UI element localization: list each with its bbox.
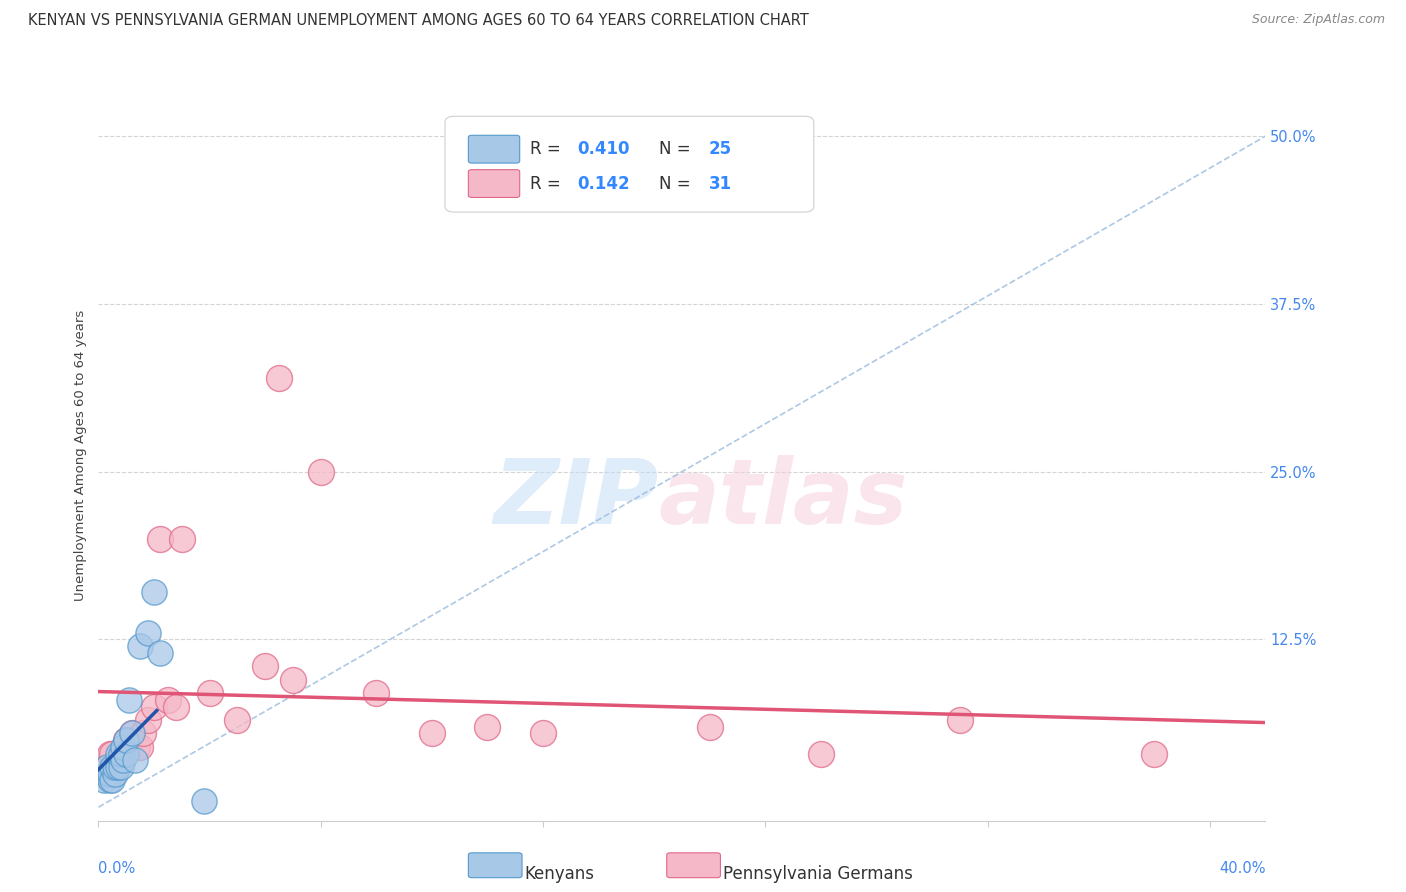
Point: [104, 766, 127, 780]
Point: [143, 699, 166, 714]
Point: [107, 747, 129, 761]
Point: [93, 773, 115, 788]
Point: [148, 646, 170, 660]
Text: 40.0%: 40.0%: [1219, 861, 1265, 876]
Text: R =: R =: [530, 140, 567, 158]
Text: 0.0%: 0.0%: [98, 861, 135, 876]
Point: [477, 720, 499, 734]
Point: [267, 370, 290, 384]
Point: [281, 673, 304, 687]
Point: [101, 747, 124, 761]
Point: [309, 465, 332, 479]
Point: [193, 793, 215, 807]
Point: [115, 733, 138, 747]
Point: [124, 753, 146, 767]
Text: N =: N =: [658, 175, 696, 193]
Point: [121, 726, 143, 740]
Point: [129, 639, 152, 653]
Point: [170, 532, 193, 546]
Point: [110, 753, 132, 767]
Point: [118, 693, 141, 707]
Point: [129, 739, 152, 754]
Point: [531, 726, 554, 740]
Point: [104, 760, 127, 774]
Point: [121, 726, 143, 740]
Point: [949, 713, 972, 727]
Text: 0.410: 0.410: [576, 140, 630, 158]
Point: [699, 720, 721, 734]
Point: [1143, 747, 1166, 761]
Point: [112, 739, 135, 754]
Point: [138, 713, 160, 727]
Point: [104, 760, 127, 774]
Text: R =: R =: [530, 175, 567, 193]
FancyBboxPatch shape: [468, 853, 522, 878]
FancyBboxPatch shape: [468, 169, 520, 197]
Text: 0.142: 0.142: [576, 175, 630, 193]
Text: 31: 31: [709, 175, 733, 193]
Point: [156, 693, 179, 707]
Text: Pennsylvania Germans: Pennsylvania Germans: [723, 864, 912, 882]
Point: [127, 739, 149, 754]
Text: 25: 25: [709, 140, 733, 158]
Point: [107, 753, 129, 767]
Point: [366, 686, 388, 700]
Point: [110, 760, 132, 774]
Point: [98, 773, 121, 788]
Point: [112, 753, 135, 767]
Text: atlas: atlas: [658, 455, 908, 543]
Point: [96, 760, 118, 774]
Text: Kenyans: Kenyans: [524, 864, 595, 882]
Point: [420, 726, 443, 740]
Point: [101, 773, 124, 788]
FancyBboxPatch shape: [446, 116, 814, 212]
Point: [165, 699, 187, 714]
Point: [101, 760, 124, 774]
FancyBboxPatch shape: [666, 853, 720, 878]
Point: [143, 585, 166, 599]
Text: Source: ZipAtlas.com: Source: ZipAtlas.com: [1251, 13, 1385, 27]
Point: [112, 747, 135, 761]
Point: [226, 713, 249, 727]
Point: [110, 747, 132, 761]
Point: [810, 747, 832, 761]
Point: [98, 766, 121, 780]
Point: [254, 659, 277, 673]
Point: [138, 625, 160, 640]
Point: [148, 532, 170, 546]
Text: KENYAN VS PENNSYLVANIA GERMAN UNEMPLOYMENT AMONG AGES 60 TO 64 YEARS CORRELATION: KENYAN VS PENNSYLVANIA GERMAN UNEMPLOYME…: [28, 13, 808, 29]
Point: [107, 760, 129, 774]
Y-axis label: Unemployment Among Ages 60 to 64 years: Unemployment Among Ages 60 to 64 years: [75, 310, 87, 600]
Point: [115, 733, 138, 747]
Point: [132, 726, 155, 740]
Text: N =: N =: [658, 140, 696, 158]
Point: [198, 686, 221, 700]
FancyBboxPatch shape: [468, 136, 520, 163]
Point: [96, 766, 118, 780]
Text: ZIP: ZIP: [494, 455, 658, 543]
Point: [98, 747, 121, 761]
Point: [115, 747, 138, 761]
